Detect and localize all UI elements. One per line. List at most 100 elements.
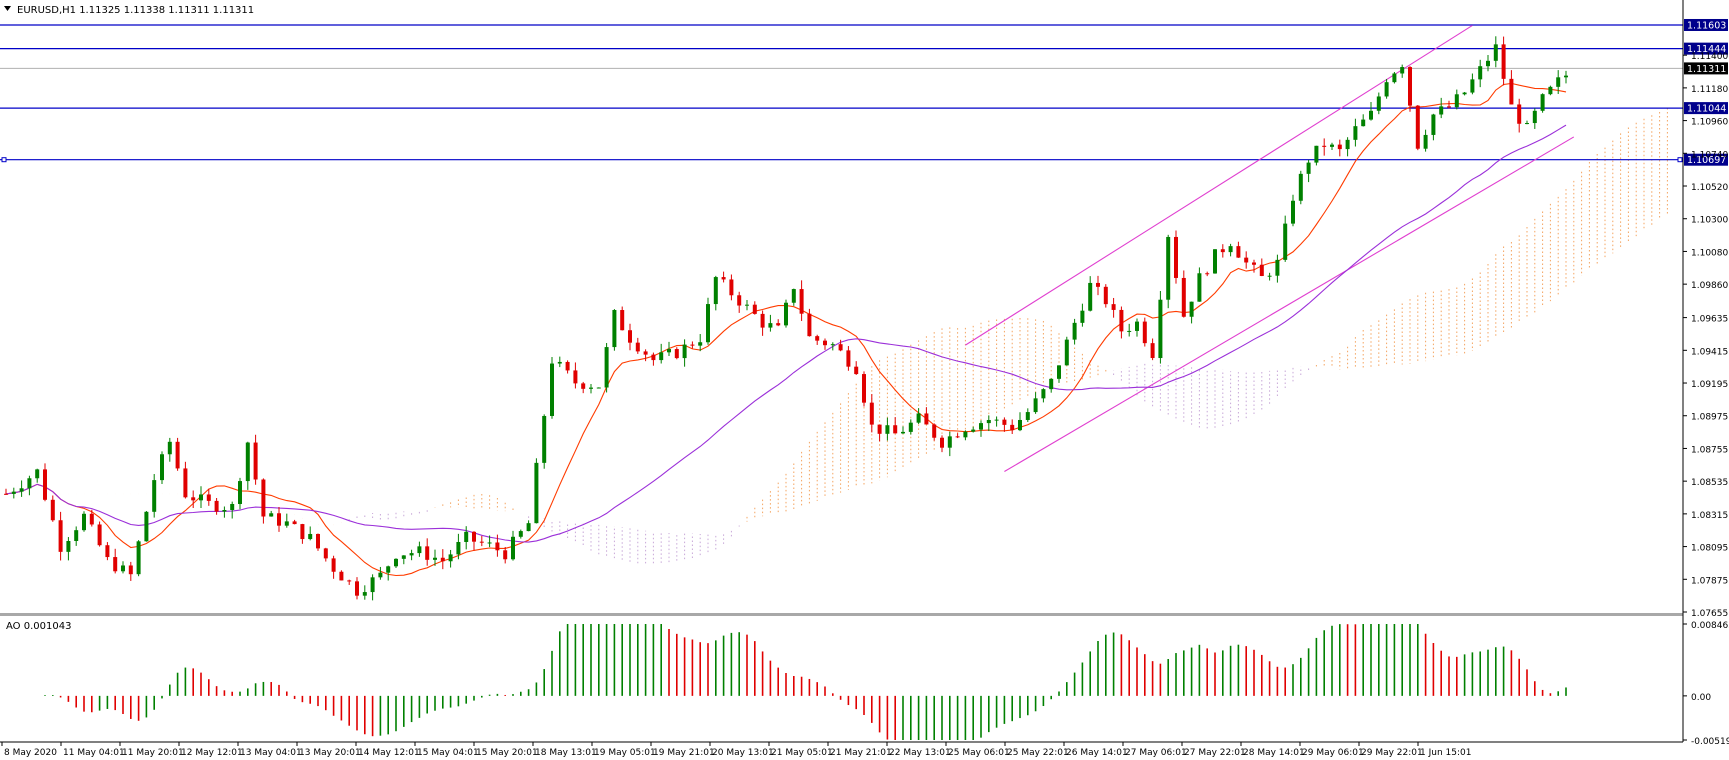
candle-body (1018, 419, 1022, 431)
candle-body (230, 504, 235, 510)
ao-histogram (44, 624, 1567, 740)
candle-body (1088, 282, 1093, 311)
candle-body (401, 555, 406, 559)
candle-body (924, 413, 929, 425)
price-tick-label: 1.08315 (1691, 511, 1728, 521)
candle-body (1330, 144, 1334, 147)
level-handle[interactable] (1, 157, 7, 163)
price-tick-label: 1.09635 (1691, 315, 1728, 325)
candle-body (1384, 82, 1389, 97)
candle-body (745, 304, 749, 306)
candle-body (620, 310, 625, 331)
candle-body (573, 370, 578, 384)
candle-body (893, 425, 898, 434)
candle-body (1462, 92, 1467, 95)
candle-body (1205, 273, 1210, 275)
price-tick-label: 1.10520 (1691, 183, 1728, 193)
candle-body (1096, 282, 1100, 287)
candle-body (830, 344, 835, 346)
candle-body (74, 530, 79, 541)
candle-body (1103, 286, 1108, 305)
candle-body (901, 431, 905, 434)
candle-body (409, 553, 414, 556)
current-price-label: 1.11311 (1687, 64, 1726, 75)
candle-body (955, 436, 960, 438)
time-tick-label: 27 May 06:01 (1125, 748, 1187, 758)
time-tick-label: 11 May 04:01 (63, 748, 125, 758)
candle-body (799, 289, 804, 314)
time-tick-label: 29 May 22:01 (1361, 748, 1423, 758)
candle-body (877, 424, 882, 434)
candle-body (66, 540, 71, 552)
level-tag (1684, 42, 1728, 55)
candle-body (511, 536, 515, 560)
candle-body (1135, 321, 1139, 331)
candle-body (596, 387, 601, 389)
candle-body (1486, 60, 1490, 67)
channel-lower-line[interactable] (1004, 136, 1575, 472)
candle-body (370, 577, 375, 593)
candle-body (277, 513, 281, 526)
candle-body (791, 289, 796, 303)
candle-body (1298, 173, 1303, 201)
time-tick-label: 19 May 21:01 (653, 748, 715, 758)
candle-body (222, 509, 227, 512)
candle-body (1025, 412, 1030, 420)
candle-body (1002, 419, 1007, 425)
level-tag-label: 1.11044 (1687, 104, 1726, 115)
candle-body (550, 363, 554, 416)
candle-body (557, 361, 562, 364)
candle-body (1470, 79, 1475, 93)
candle-body (542, 415, 547, 463)
candle-body (269, 513, 274, 517)
channel-upper-line[interactable] (965, 24, 1473, 346)
candle-body (175, 441, 180, 469)
candle-body (1174, 236, 1178, 278)
time-tick-label: 1 Jun 15:01 (1420, 748, 1471, 758)
level-handle[interactable] (1677, 157, 1683, 163)
candle-body (1197, 273, 1202, 302)
candle-body (1252, 262, 1256, 265)
candle-body (331, 558, 336, 572)
candle-body (1540, 94, 1545, 111)
time-tick-label: 15 May 04:01 (417, 748, 479, 758)
candle-body (604, 347, 609, 388)
candle-body (316, 533, 320, 549)
time-tick-label: 25 May 06:01 (948, 748, 1010, 758)
candle-body (862, 374, 866, 403)
ao-tick-label: 0.008465 (1691, 621, 1729, 631)
candle-body (35, 469, 40, 479)
candle-body (1431, 114, 1436, 135)
candle-body (1166, 236, 1171, 300)
candle-body (1041, 389, 1046, 399)
candle-body (394, 558, 398, 567)
horizontal-levels[interactable]: 1.11603 1.11444 1.11044 1.10697 1.11311 (0, 18, 1728, 166)
candle-body (589, 387, 593, 389)
trend-channel[interactable] (965, 24, 1575, 472)
candle-body (885, 425, 890, 434)
candle-body (487, 542, 492, 544)
candle-body (713, 277, 718, 305)
candle-body (1447, 106, 1451, 108)
candle-body (58, 520, 63, 552)
candle-body (1064, 339, 1069, 366)
price-tick-label: 1.09860 (1691, 281, 1728, 291)
candle-body (1392, 73, 1397, 83)
time-tick-label: 27 May 22:01 (1184, 748, 1246, 758)
price-tick-label: 1.09415 (1691, 347, 1728, 357)
candle-body (869, 402, 874, 425)
candle-body (940, 437, 944, 448)
pane-separator[interactable] (0, 613, 1683, 616)
level-tag-label: 1.11444 (1687, 44, 1726, 55)
candle-body (1548, 86, 1553, 95)
candle-body (1415, 105, 1420, 149)
collapse-triangle-icon[interactable] (4, 6, 11, 11)
ao-tick-label: 0.00 (1691, 693, 1711, 703)
candle-body (19, 488, 24, 492)
candle-body (1478, 66, 1483, 80)
candle-body (1244, 257, 1249, 263)
candle-body (1127, 330, 1132, 332)
time-tick-label: 21 May 05:01 (771, 748, 833, 758)
